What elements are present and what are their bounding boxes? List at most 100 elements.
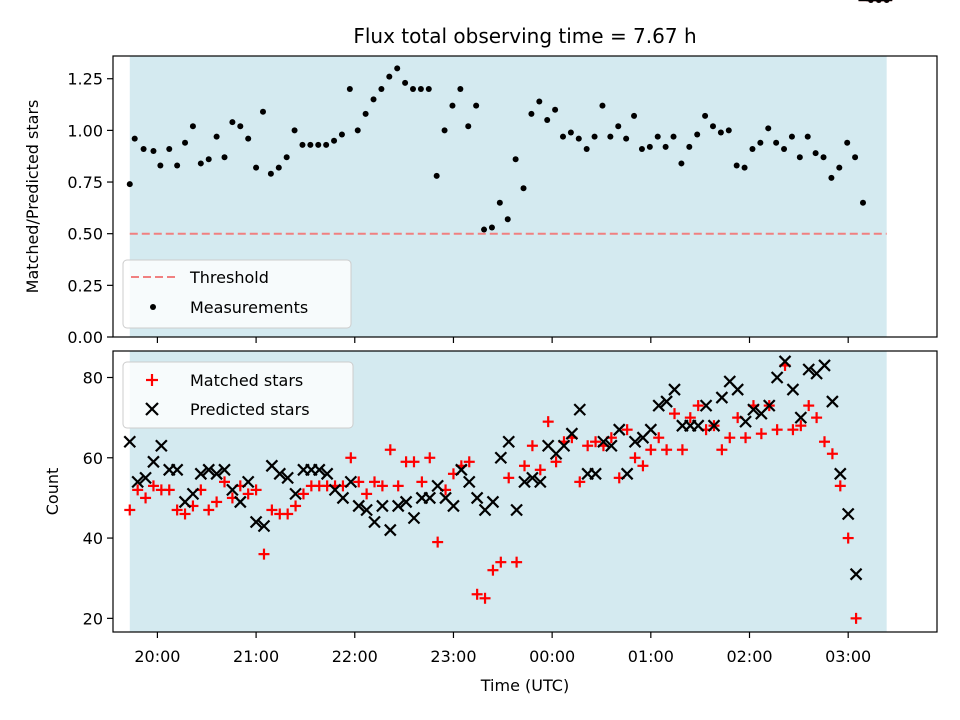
measurement-point — [253, 164, 260, 171]
measurement-point — [307, 141, 314, 148]
predicted-star-point — [597, 435, 610, 449]
measurement-point — [836, 164, 843, 171]
measurement-point — [765, 125, 772, 132]
predicted-star-point — [257, 519, 271, 533]
predicted-star-point — [518, 475, 531, 489]
measurement-point — [402, 79, 409, 86]
matched-star-point — [834, 480, 846, 492]
measurement-point — [623, 135, 630, 142]
matched-star-point — [621, 424, 633, 436]
predicted-star-point — [747, 403, 760, 416]
measurement-point — [259, 108, 266, 115]
predicted-star-point — [139, 471, 152, 485]
predicted-star-point — [218, 463, 231, 477]
predicted-star-point — [573, 403, 587, 416]
predicted-star-point — [731, 383, 744, 396]
measurement-point — [213, 133, 220, 140]
matched-star-point — [124, 504, 136, 516]
matched-star-point — [519, 460, 531, 472]
predicted-star-point — [455, 463, 468, 477]
measurement-point — [536, 98, 543, 105]
matched-stars-points — [124, 0, 893, 624]
predicted-star-point — [289, 487, 302, 501]
predicted-star-point — [802, 363, 815, 376]
measurement-point — [725, 127, 732, 134]
measurement-point — [362, 110, 369, 117]
legend-predicted-swatch — [145, 402, 159, 416]
legend-measurements-swatch — [150, 304, 156, 310]
predicted-star-point — [612, 423, 626, 436]
top-y-tick-label: 0.25 — [67, 276, 103, 295]
measurement-point — [338, 131, 345, 138]
measurement-point — [291, 127, 298, 134]
matched-star-point — [534, 464, 546, 476]
measurement-point — [409, 86, 416, 93]
predicted-star-point — [652, 399, 665, 412]
matched-star-point — [211, 496, 223, 508]
measurement-point — [221, 154, 228, 161]
measurement-point — [575, 135, 582, 142]
matched-star-point — [582, 440, 594, 452]
matched-star-point — [637, 460, 649, 472]
predicted-star-point — [470, 491, 484, 505]
matched-star-point — [376, 480, 388, 492]
top-y-tick-label: 1.25 — [67, 70, 103, 89]
measurement-point — [267, 170, 274, 177]
legend-predicted-label: Predicted stars — [190, 400, 310, 419]
measurement-point — [283, 154, 290, 161]
measurement-point — [140, 145, 147, 152]
measurement-point — [844, 139, 851, 146]
matched-star-point — [219, 476, 231, 488]
measurement-point — [796, 154, 803, 161]
matched-star-point — [495, 556, 507, 568]
measurement-point — [197, 160, 204, 167]
predicted-star-point — [605, 439, 618, 453]
predicted-star-point — [849, 567, 863, 581]
matched-star-point — [392, 480, 404, 492]
predicted-star-point — [312, 463, 326, 477]
matched-star-point — [755, 428, 767, 440]
matched-star-point — [676, 444, 688, 456]
predicted-star-point — [628, 435, 642, 449]
predicted-star-point — [155, 439, 168, 453]
measurement-point — [441, 127, 448, 134]
matched-star-point — [250, 484, 262, 496]
predicted-star-point — [786, 383, 800, 396]
matched-star-point — [432, 536, 444, 548]
predicted-star-point — [399, 495, 413, 509]
measurement-point — [496, 199, 503, 206]
predicted-star-point — [526, 471, 539, 485]
predicted-star-point — [360, 503, 373, 517]
measurement-point — [386, 73, 393, 80]
matched-star-point — [179, 508, 191, 520]
predicted-star-point — [336, 491, 350, 505]
measurement-point — [567, 129, 574, 136]
measurement-point — [425, 86, 432, 93]
measurement-point — [812, 150, 819, 157]
measurement-point — [559, 133, 566, 140]
predicted-star-point — [668, 383, 681, 396]
matched-star-point — [819, 436, 831, 448]
measurement-point — [615, 123, 622, 130]
predicted-star-point — [841, 507, 855, 521]
measurement-point — [157, 162, 164, 169]
measurement-point — [299, 141, 306, 148]
predicted-star-point — [391, 499, 405, 513]
measurement-point — [189, 123, 196, 130]
matched-star-point — [724, 432, 736, 444]
measurement-point — [205, 156, 212, 163]
measurement-point — [686, 143, 693, 150]
measurement-point — [512, 156, 519, 163]
measurement-point — [852, 154, 859, 161]
predicted-star-point — [423, 491, 437, 505]
measurement-point — [702, 112, 709, 119]
matched-star-point — [645, 444, 657, 456]
matched-star-point — [471, 588, 483, 600]
predicted-star-point — [502, 435, 515, 449]
measurement-point — [757, 139, 764, 146]
predicted-star-point — [644, 423, 658, 436]
matched-star-point — [629, 452, 641, 464]
measurement-point — [654, 133, 661, 140]
x-tick-label: 03:00 — [825, 647, 871, 666]
